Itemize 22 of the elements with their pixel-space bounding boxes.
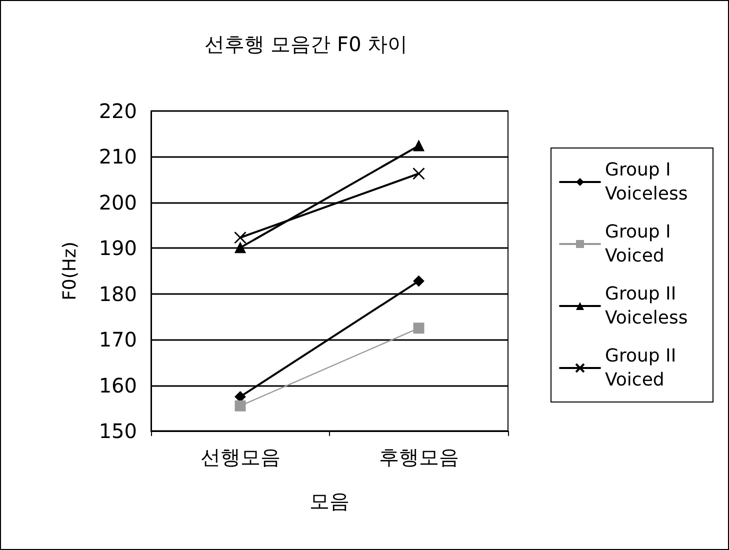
point bbox=[413, 322, 424, 334]
y-tick-label: 220 bbox=[98, 99, 137, 123]
y-tick-label: 190 bbox=[98, 236, 137, 260]
y-axis-title: F0(Hz) bbox=[60, 242, 80, 300]
legend-label: Group I Voiced bbox=[605, 222, 677, 266]
x-tick-label: 선행모음 bbox=[200, 445, 280, 469]
y-tick-label: 200 bbox=[98, 190, 137, 214]
legend-label: Group I Voiceless bbox=[605, 160, 688, 204]
point bbox=[234, 400, 246, 412]
y-tick-label: 150 bbox=[98, 419, 137, 443]
point bbox=[234, 231, 246, 244]
point bbox=[412, 167, 425, 180]
y-tick-label: 160 bbox=[98, 373, 137, 398]
legend-label: Group II Voiceless bbox=[605, 284, 688, 328]
y-tick-label: 170 bbox=[98, 328, 137, 352]
legend-label: Group II Voiced bbox=[605, 346, 682, 390]
x-axis-title: 모음 bbox=[310, 489, 350, 513]
y-tick-label: 180 bbox=[98, 282, 137, 306]
y-tick-label: 210 bbox=[98, 144, 137, 169]
chart-title: 선후행 모음간 F0 차이 bbox=[204, 32, 408, 56]
point bbox=[413, 276, 424, 287]
x-tick-label: 후행모음 bbox=[378, 445, 459, 469]
